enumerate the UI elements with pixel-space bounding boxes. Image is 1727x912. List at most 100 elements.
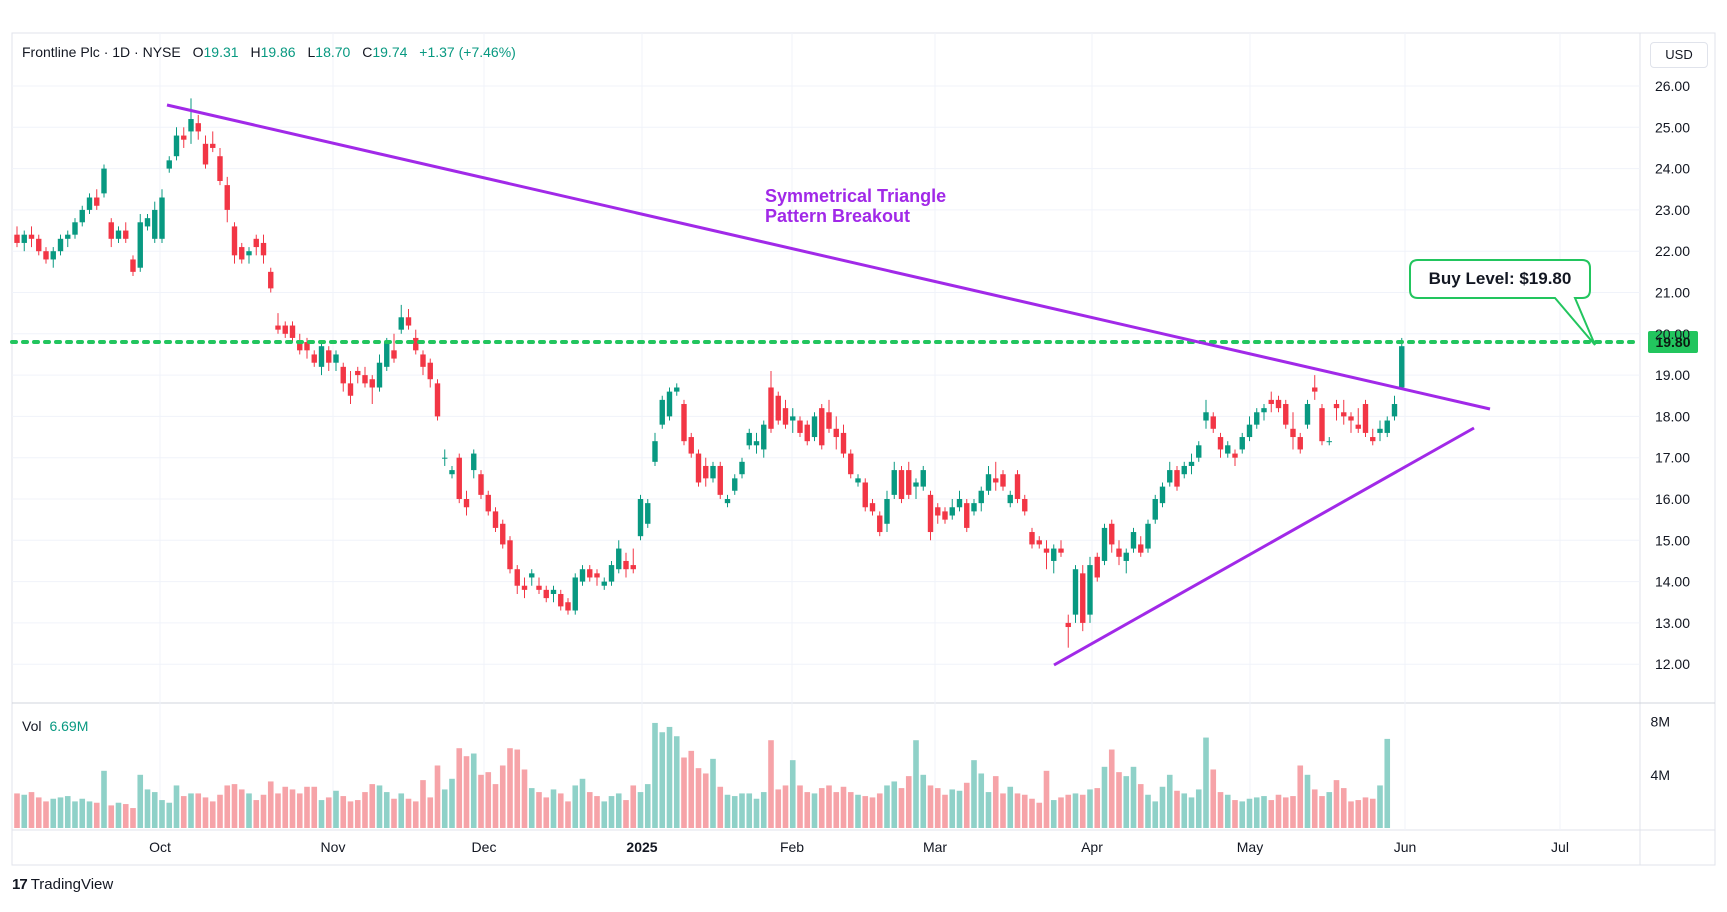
candle-body [623,560,629,570]
change-value: +1.37 (+7.46%) [419,44,516,60]
candle-body [782,408,789,425]
volume-bar [724,794,731,828]
volume-bar [608,796,615,828]
volume-bar [492,784,499,828]
candle-body [1362,404,1369,433]
volume-bar [1014,793,1021,828]
candle-body [536,585,542,590]
volume-bar [992,776,999,828]
candle-body [253,238,259,248]
candle-body [1355,424,1361,429]
volume-bar [572,785,579,828]
volume-bar [586,792,593,828]
volume-bar [1326,792,1333,828]
candle-body [898,470,905,499]
candle-body [1326,441,1332,443]
volume-bar [927,785,934,828]
volume-bar [855,794,861,828]
candle-body [688,437,694,454]
volume-bar [695,768,702,828]
candle-body [108,222,114,239]
candle-body [173,135,180,157]
volume-bar [731,796,738,828]
candle-body [768,387,774,429]
volume-bar [72,801,78,828]
volume-bar [253,800,260,828]
volume-bar [1159,786,1166,828]
volume-bar [978,773,985,828]
volume-bar [151,792,158,828]
price-tick-label: 26.00 [1655,78,1690,94]
volume-bar [536,792,542,828]
candle-body [1297,437,1303,450]
candle-body [1043,548,1050,553]
candle-body [1312,387,1318,392]
volume-bar [507,748,513,828]
candle-body [36,238,42,252]
buy-level-callout [1409,259,1596,346]
candle-body [1203,412,1209,421]
volume-bar [434,765,441,828]
candle-body [1181,465,1187,475]
currency-button[interactable]: USD [1650,42,1708,68]
candle-body [275,325,281,330]
candle-body [1109,523,1115,545]
volume-bar [35,797,42,828]
candle-body [797,420,803,433]
candle-body [456,457,462,499]
candle-body [572,577,578,611]
candle-body [224,185,230,210]
volume-bar [333,790,339,828]
volume-bar [681,757,687,828]
candle-body [500,523,506,545]
volume-bar [971,760,977,828]
candle-body [152,209,158,239]
volume-bar [956,790,963,828]
candle-body [717,465,723,495]
symbol-legend: Frontline Plc · 1D · NYSE O19.31 H19.86 … [22,44,516,60]
candle-body [347,383,354,396]
volume-bar [209,801,216,828]
candle-body [318,346,325,367]
candle-body [587,569,593,578]
candle-body [333,354,339,363]
candle-body [840,432,847,454]
time-tick-label: May [1237,839,1263,855]
volume-bar [710,758,716,828]
price-tick-label: 24.00 [1655,161,1690,177]
candle-body [674,387,680,392]
candle-body [746,432,752,446]
time-tick-label: Feb [780,839,804,855]
lower-trendline [1053,426,1475,667]
candle-body [231,226,238,256]
volume-bar [1043,770,1050,828]
volume-bar [1145,794,1151,828]
tradingview-branding[interactable]: 17 TradingView [12,876,113,893]
candle-body [326,350,332,363]
volume-bar [79,798,86,828]
candle-body [1377,428,1383,433]
volume-bar [376,785,383,828]
buy-price-tag [1648,331,1698,354]
tradingview-logo-icon: 17 [12,876,28,893]
volume-bar [666,726,673,828]
candle-body [1196,445,1202,458]
volume-bar [905,776,912,828]
volume-bar [405,798,412,828]
price-tick-label: 17.00 [1655,450,1690,466]
low-value: 18.70 [315,44,351,60]
volume-bar [144,789,151,828]
volume-bar [1217,792,1224,828]
volume-bar [579,778,586,828]
price-tick-label: 19.00 [1655,367,1690,383]
candle-body [1058,548,1064,553]
volume-bar [340,796,347,828]
candle-body [891,470,897,495]
price-tick-label: 21.00 [1655,285,1690,301]
volume-bar [1036,802,1043,828]
candle-body [927,494,934,533]
candle-body [1275,399,1282,409]
volume-bar [898,788,905,828]
